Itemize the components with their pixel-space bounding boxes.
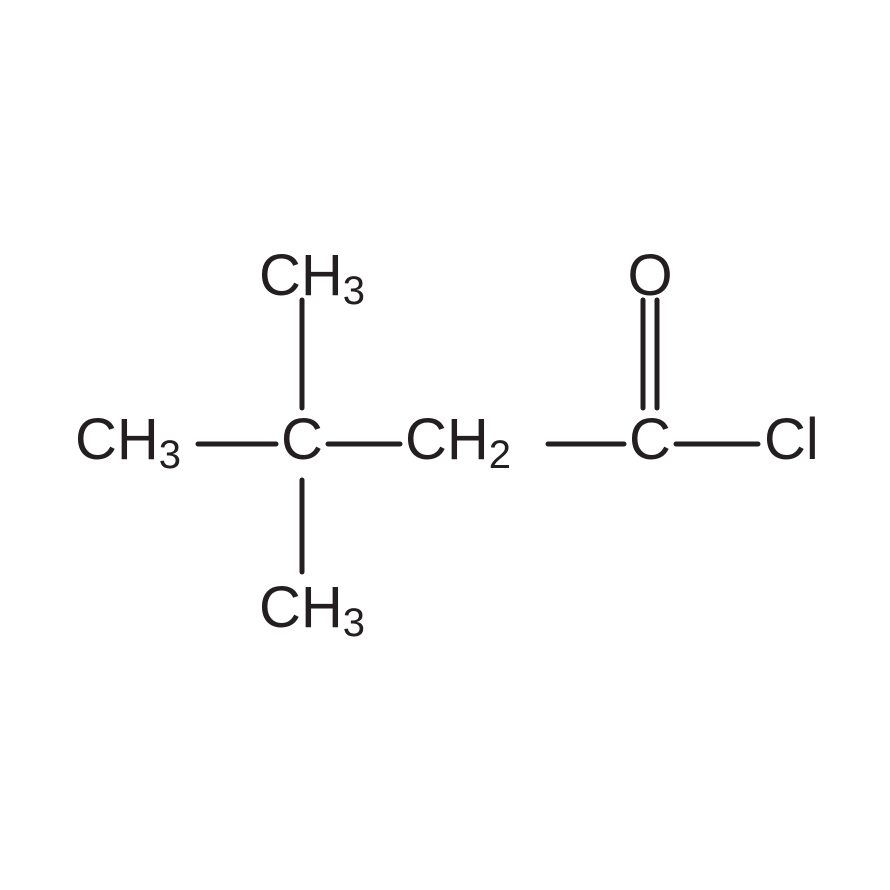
atom-ch3_top: CH3 (259, 243, 365, 312)
atom-cl: Cl (764, 407, 819, 472)
atom-c_carbonyl: C (629, 407, 671, 472)
atom-subscript: 3 (343, 600, 365, 644)
atom-ch2: CH2 (405, 407, 511, 476)
atom-ch3_left: CH3 (75, 407, 181, 476)
atom-label: O (627, 243, 672, 308)
atom-label: CH (259, 243, 343, 308)
atom-subscript: 3 (343, 268, 365, 312)
atom-subscript: 3 (159, 432, 181, 476)
atom-c_center: C (281, 407, 323, 472)
atom-label: C (629, 407, 671, 472)
atom-subscript: 2 (489, 432, 511, 476)
atom-label: C (281, 407, 323, 472)
atom-label: Cl (764, 407, 819, 472)
atom-label: CH (75, 407, 159, 472)
atom-o_top: O (627, 243, 672, 308)
atom-label: CH (405, 407, 489, 472)
atom-label: CH (259, 575, 343, 640)
chemical-structure-svg: CH3CCH3CH3CH2COCl (0, 0, 890, 890)
atom-ch3_bottom: CH3 (259, 575, 365, 644)
